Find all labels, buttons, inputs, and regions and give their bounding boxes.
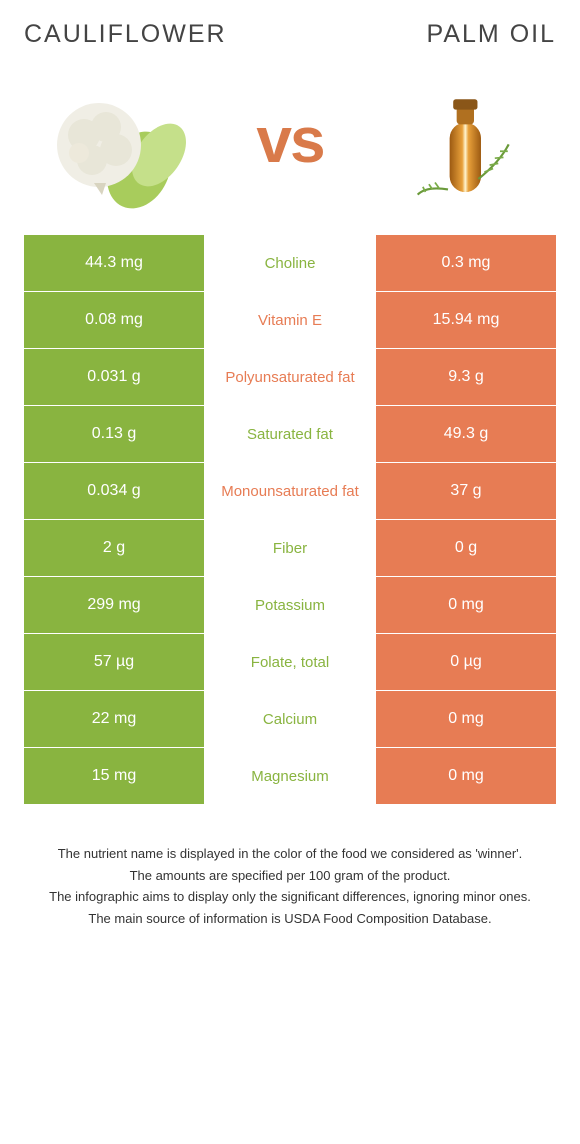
nutrient-label: Vitamin E xyxy=(204,292,376,348)
left-value: 44.3 mg xyxy=(24,235,204,291)
right-value: 15.94 mg xyxy=(376,292,556,348)
right-value: 0 g xyxy=(376,520,556,576)
table-row: 0.13 gSaturated fat49.3 g xyxy=(24,406,556,462)
nutrient-label: Magnesium xyxy=(204,748,376,804)
table-row: 0.08 mgVitamin E15.94 mg xyxy=(24,292,556,348)
table-row: 22 mgCalcium0 mg xyxy=(24,691,556,747)
footer-line: The amounts are specified per 100 gram o… xyxy=(34,866,546,886)
nutrient-label: Saturated fat xyxy=(204,406,376,462)
vs-label: vs xyxy=(256,103,323,177)
table-row: 15 mgMagnesium0 mg xyxy=(24,748,556,804)
right-value: 0 mg xyxy=(376,748,556,804)
footer-line: The nutrient name is displayed in the co… xyxy=(34,844,546,864)
footer-line: The main source of information is USDA F… xyxy=(34,909,546,929)
left-value: 0.13 g xyxy=(24,406,204,462)
cauliflower-image xyxy=(44,65,194,215)
left-food-title: Cauliflower xyxy=(24,20,227,49)
left-value: 0.08 mg xyxy=(24,292,204,348)
right-food-title: Palm oil xyxy=(427,20,556,49)
left-value: 299 mg xyxy=(24,577,204,633)
table-row: 44.3 mgCholine0.3 mg xyxy=(24,235,556,291)
right-value: 0 mg xyxy=(376,691,556,747)
nutrient-label: Polyunsaturated fat xyxy=(204,349,376,405)
nutrient-label: Monounsaturated fat xyxy=(204,463,376,519)
palm-oil-image xyxy=(386,65,536,215)
right-value: 0 mg xyxy=(376,577,556,633)
header-row: Cauliflower Palm oil xyxy=(24,20,556,49)
right-value: 0 µg xyxy=(376,634,556,690)
table-row: 299 mgPotassium0 mg xyxy=(24,577,556,633)
left-value: 22 mg xyxy=(24,691,204,747)
table-row: 0.031 gPolyunsaturated fat9.3 g xyxy=(24,349,556,405)
footer-notes: The nutrient name is displayed in the co… xyxy=(24,844,556,928)
right-value: 37 g xyxy=(376,463,556,519)
table-row: 57 µgFolate, total0 µg xyxy=(24,634,556,690)
table-row: 0.034 gMonounsaturated fat37 g xyxy=(24,463,556,519)
footer-line: The infographic aims to display only the… xyxy=(34,887,546,907)
right-value: 0.3 mg xyxy=(376,235,556,291)
infographic-container: Cauliflower Palm oil vs xyxy=(0,0,580,950)
left-value: 0.034 g xyxy=(24,463,204,519)
table-row: 2 gFiber0 g xyxy=(24,520,556,576)
nutrient-label: Folate, total xyxy=(204,634,376,690)
nutrient-label: Potassium xyxy=(204,577,376,633)
left-value: 2 g xyxy=(24,520,204,576)
right-value: 9.3 g xyxy=(376,349,556,405)
nutrient-label: Fiber xyxy=(204,520,376,576)
right-value: 49.3 g xyxy=(376,406,556,462)
nutrient-label: Calcium xyxy=(204,691,376,747)
nutrient-table: 44.3 mgCholine0.3 mg0.08 mgVitamin E15.9… xyxy=(24,235,556,804)
left-value: 57 µg xyxy=(24,634,204,690)
images-row: vs xyxy=(24,65,556,215)
left-value: 0.031 g xyxy=(24,349,204,405)
left-value: 15 mg xyxy=(24,748,204,804)
nutrient-label: Choline xyxy=(204,235,376,291)
